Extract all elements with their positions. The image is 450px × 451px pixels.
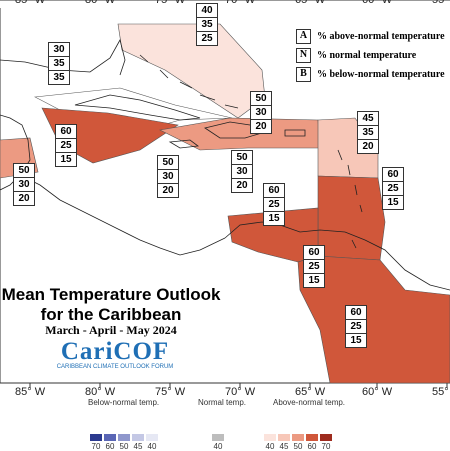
color-scale: Below-normal temp. Normal temp. Above-no… [88,396,368,451]
scale-swatch-normal [212,434,224,441]
coast-central-america [19,174,226,256]
scale-swatch-above [278,434,290,441]
scale-tick-label: 60 [307,442,317,451]
coast-mexico [0,114,31,191]
prob-box-hispaniola: 50 30 20 [250,91,272,134]
prob-box-cuba-west: 30 35 35 [48,42,70,85]
scale-tick-label: 60 [105,442,115,451]
coast-bahamas [139,54,239,109]
scale-tick-label: 50 [119,442,129,451]
coast-cuba [74,94,201,121]
longitude-label: 70° W [225,0,256,6]
scale-swatch-above [292,434,304,441]
scale-swatch-below [118,434,130,441]
prob-box-windward: 60 25 15 [382,167,404,210]
scale-swatch-below [104,434,116,441]
longitude-label: 65° W [295,0,326,6]
key-letter: A [296,29,311,44]
scale-swatch-below [90,434,102,441]
scale-below-label: Below-normal temp. [88,398,160,407]
scale-swatch-above [264,434,276,441]
longitude-label: 80° W [85,386,116,398]
longitude-label: 55° W [432,386,450,398]
key-row-normal: N % normal temperature [296,46,450,65]
scale-tick-label: 40 [147,442,157,451]
map-subtitle: March - April - May 2024 [45,323,177,337]
scale-swatch-above [306,434,318,441]
longitude-label: 65° W [295,386,326,398]
coast-lesser-antilles [337,149,363,249]
longitude-label: 85° W [15,0,46,6]
longitude-label: 60° W [362,386,393,398]
longitude-label: 75° W [155,0,186,6]
prob-box-bahamas: 40 35 25 [196,3,218,46]
key-letter: B [296,67,311,82]
longitude-label: 80° W [85,0,116,6]
prob-box-leeward: 45 35 20 [357,111,379,154]
prob-box-abc: 60 25 15 [263,183,285,226]
coast-puerto-rico [284,129,306,137]
prob-box-puerto-rico: 50 30 20 [231,150,253,193]
longitude-label: 70° W [225,386,256,398]
title-line-2: for the Caribbean [40,305,182,324]
scale-swatch-above [320,434,332,441]
scale-tick-label: 40 [213,442,223,451]
scale-swatch-below [132,434,144,441]
key-text: % normal temperature [317,50,417,61]
zone-hispaniola [159,117,321,151]
longitude-label: 55° W [432,0,450,6]
coast-jamaica [168,139,200,149]
prob-box-guianas: 60 25 15 [345,305,367,348]
key-text: % above-normal temperature [317,31,445,42]
title-line-1: Mean Temperature Outlook [1,285,221,304]
logo-tagline: CARIBBEAN CLIMATE OUTLOOK FORUM [56,364,174,370]
map-title: Mean Temperature Outlook for the Caribbe… [0,285,222,325]
coast-south-america [224,221,450,291]
prob-box-jamaica: 50 30 20 [157,155,179,198]
caricof-logo: CariCOF CARIBBEAN CLIMATE OUTLOOK FORUM [45,338,185,370]
scale-tick-label: 70 [91,442,101,451]
probability-key: A % above-normal temperature N % normal … [296,27,450,84]
zone-windward [317,175,386,261]
scale-swatch-below [146,434,158,441]
scale-tick-label: 50 [293,442,303,451]
coast-florida [0,38,126,76]
longitude-label: 60° W [362,0,393,6]
scale-above-label: Above-normal temp. [273,398,346,407]
key-row-above: A % above-normal temperature [296,27,450,46]
scale-tick-label: 45 [279,442,289,451]
scale-normal-label: Normal temp. [198,398,247,407]
scale-tick-label: 45 [133,442,143,451]
prob-box-cayman: 60 25 15 [55,124,77,167]
scale-tick-label: 70 [321,442,331,451]
zone-guianas [297,255,450,384]
key-row-below: B % below-normal temperature [296,65,450,84]
longitude-label: 75° W [155,386,186,398]
prob-box-trinidad: 60 25 15 [303,245,325,288]
longitude-label: 85° W [15,386,46,398]
logo-wordmark: CariCOF [60,338,170,365]
prob-box-belize: 50 30 20 [13,163,35,206]
scale-tick-label: 40 [265,442,275,451]
key-text: % below-normal temperature [317,69,445,80]
key-letter: N [296,48,311,63]
